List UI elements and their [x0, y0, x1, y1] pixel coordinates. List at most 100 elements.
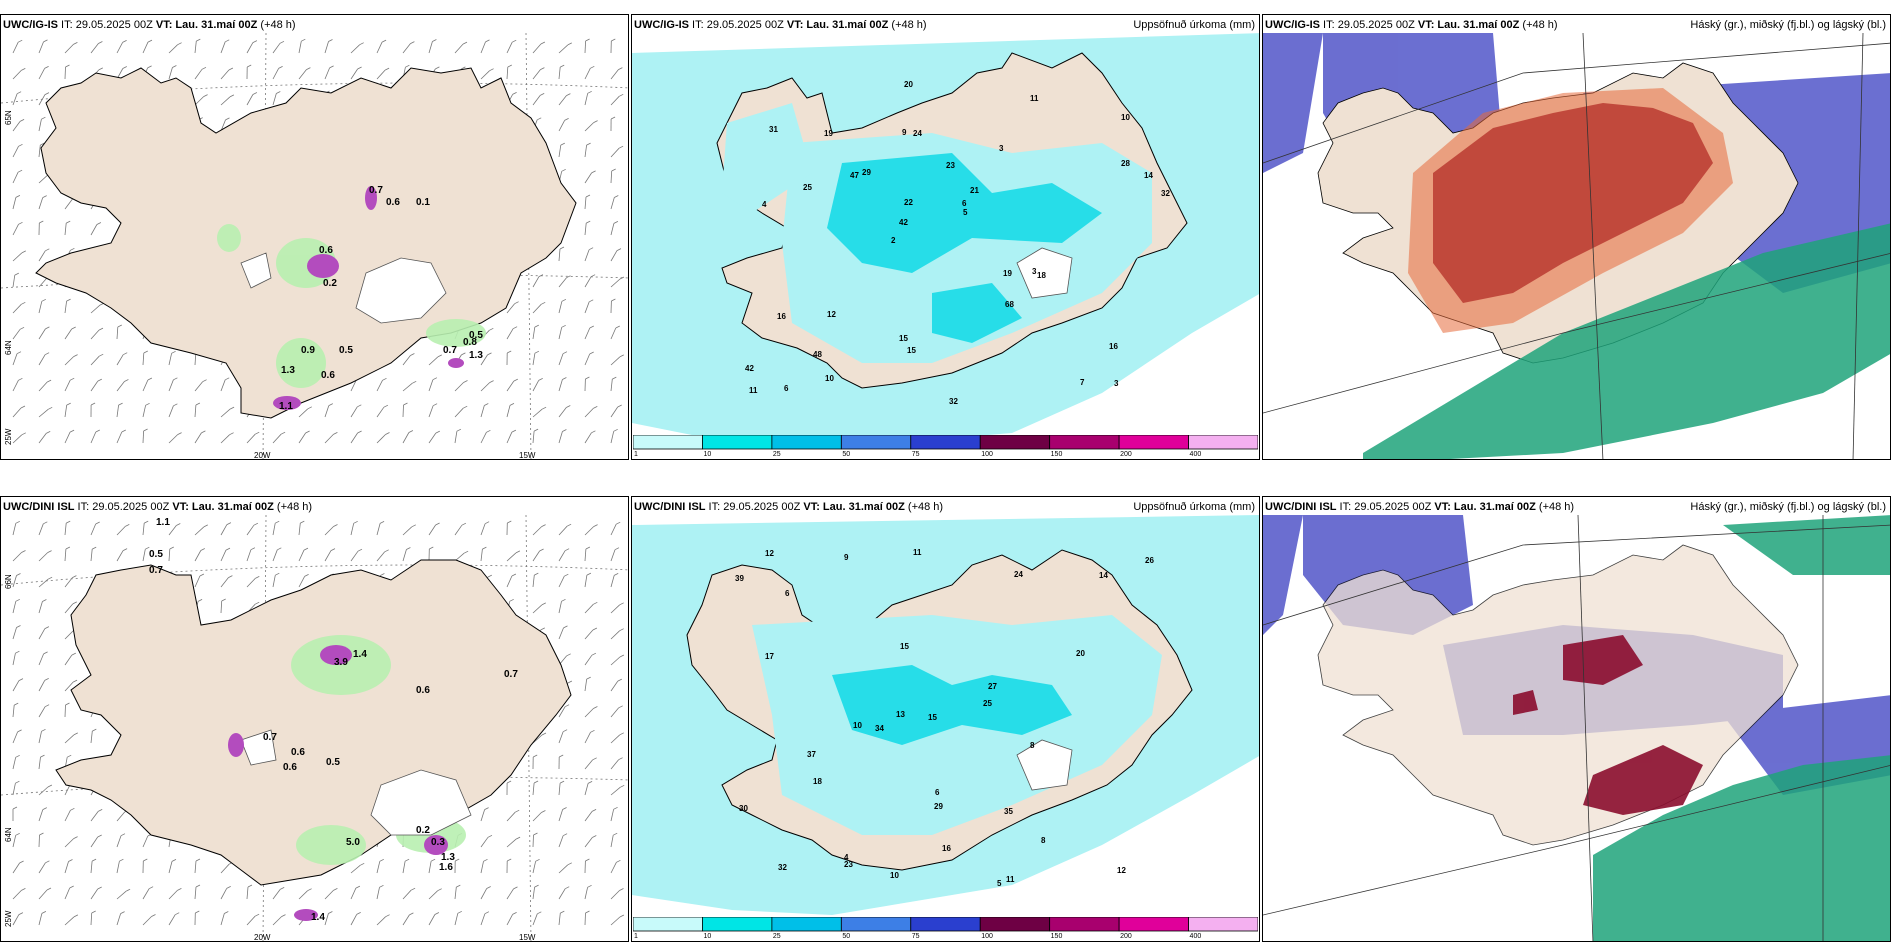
- wind-barb-flag: [585, 546, 591, 550]
- precip-amount-label: 8: [1030, 741, 1035, 750]
- wind-barb: [38, 889, 48, 900]
- wind-barb: [584, 526, 594, 536]
- wind-barb: [220, 379, 226, 392]
- wind-barb: [402, 43, 411, 54]
- precip-amount-label: 32: [949, 397, 958, 406]
- wind-barb: [610, 278, 621, 288]
- precip-amount-label: 17: [765, 652, 774, 661]
- wind-barb-flag: [561, 324, 566, 328]
- wind-barb: [12, 575, 17, 588]
- wind-barb: [64, 380, 71, 392]
- precip-amount-label: 21: [970, 186, 979, 195]
- wind-barb: [64, 916, 75, 926]
- wind-barb: [610, 862, 617, 874]
- wind-barb-flag: [506, 780, 512, 784]
- wind-barb-flag: [70, 807, 75, 811]
- wind-barb-flag: [587, 781, 593, 784]
- wind-barb-flag: [90, 402, 96, 406]
- wind-barb-flag: [430, 858, 436, 862]
- precip-value-label: 0.6: [416, 685, 430, 696]
- wind-barb: [116, 861, 120, 874]
- wind-barb-flag: [541, 732, 547, 736]
- wind-barb: [38, 628, 46, 640]
- wind-barb: [12, 93, 18, 106]
- precip-amount-label: 3: [1032, 267, 1037, 276]
- wind-barb-flag: [411, 524, 416, 528]
- wind-barb: [558, 731, 564, 744]
- wind-barb-flag: [563, 625, 568, 629]
- label-15w: 15W: [519, 451, 536, 460]
- precip-amount-label: 29: [862, 168, 871, 177]
- wind-barb: [12, 627, 17, 640]
- wind-barb-flag: [514, 301, 519, 305]
- wind-barb-flag: [42, 807, 47, 810]
- precip-trace: [217, 224, 486, 388]
- wind-barb: [558, 913, 561, 926]
- precip-amount-label: 23: [844, 860, 853, 869]
- wind-barb: [142, 523, 145, 536]
- wind-barb: [12, 552, 22, 562]
- wind-barb-flag: [20, 405, 26, 409]
- precip-amount-label: 6: [785, 589, 790, 598]
- wind-barb: [584, 783, 589, 796]
- wind-barb: [38, 786, 49, 796]
- wind-barb: [428, 890, 438, 900]
- panel-wind-bottom: UWC/DINI ISL IT: 29.05.2025 00Z VT: Lau.…: [0, 496, 629, 942]
- wind-barb-flag: [91, 910, 96, 914]
- wind-barb: [584, 408, 594, 418]
- wind-barb: [116, 405, 119, 418]
- wind-barb-flag: [69, 885, 74, 889]
- wind-barb-flag: [509, 403, 515, 406]
- wind-barb-flag: [513, 886, 518, 890]
- wind-barb: [558, 277, 567, 288]
- wind-barb-flag: [353, 520, 358, 524]
- colorbar-cell: [910, 435, 981, 450]
- wind-barb: [558, 888, 566, 900]
- wind-barb-flag: [196, 38, 201, 42]
- wind-barb: [532, 380, 540, 392]
- precip-amount-label: 15: [899, 334, 908, 343]
- wind-barb: [12, 252, 23, 262]
- precip-amount-label: 12: [827, 310, 836, 319]
- wind-barb: [38, 862, 46, 874]
- wind-barb-flag: [226, 886, 231, 889]
- wind-barb: [64, 328, 73, 340]
- wind-barb-flag: [16, 91, 22, 95]
- wind-barb-flag: [434, 912, 440, 915]
- precip-amount-label: 5: [963, 208, 968, 217]
- wind-barb: [272, 549, 278, 562]
- wind-barb: [584, 301, 590, 314]
- wind-barb-flag: [587, 90, 592, 94]
- wind-barb: [90, 355, 100, 366]
- wind-barb-flag: [195, 910, 200, 914]
- wind-barb-flag: [455, 858, 460, 862]
- wind-barb-flag: [562, 833, 568, 837]
- wind-barb-flag: [195, 402, 201, 406]
- wind-barb-flag: [44, 678, 49, 681]
- wind-barb-flag: [46, 887, 52, 891]
- precip-value-label: 1.3: [469, 350, 483, 361]
- wind-barb: [38, 408, 49, 418]
- wind-barb: [64, 810, 71, 822]
- wind-barb: [12, 862, 20, 874]
- wind-barb: [506, 66, 509, 80]
- wind-barb-flag: [203, 94, 208, 97]
- wind-barb: [12, 380, 19, 392]
- wind-barb: [38, 145, 41, 158]
- wind-barb: [324, 434, 334, 444]
- wind-barb: [584, 172, 592, 184]
- label-25w: 25W: [4, 428, 13, 445]
- wind-barb: [532, 812, 542, 822]
- wind-barb-flag: [125, 524, 130, 527]
- wind-barb-flag: [619, 628, 624, 632]
- wind-barb-flag: [73, 732, 78, 736]
- wind-barb-flag: [97, 834, 102, 838]
- wind-barb: [38, 197, 44, 210]
- precip-value-label: 0.7: [443, 345, 457, 356]
- precip-value-label: 1.6: [439, 862, 453, 873]
- wind-barb: [376, 434, 386, 444]
- wind-barb: [194, 381, 203, 392]
- wind-barb-flag: [618, 757, 623, 761]
- wind-barb: [116, 526, 126, 536]
- wind-barb-flag: [487, 352, 492, 356]
